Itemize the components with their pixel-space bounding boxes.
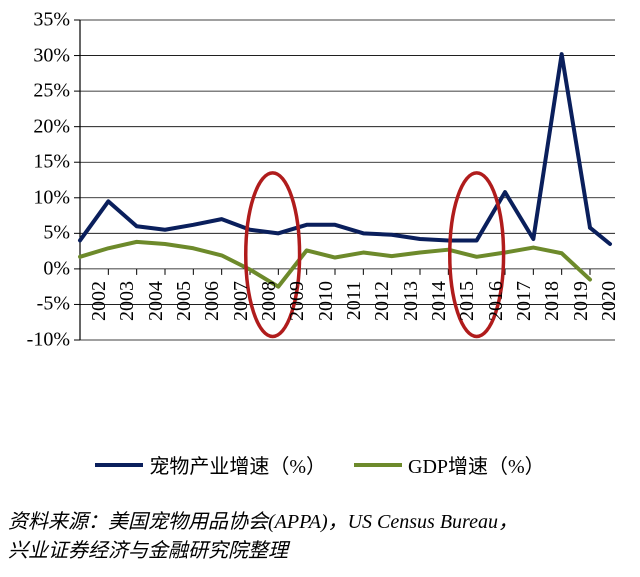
x-tick-label: 2005: [173, 281, 196, 341]
x-tick-label: 2017: [513, 281, 536, 341]
x-tick-label: 2018: [541, 281, 564, 341]
y-tick-label: 30%: [0, 44, 70, 67]
x-tick-label: 2007: [230, 281, 253, 341]
legend: 宠物产业增速（%） GDP增速（%）: [0, 450, 640, 479]
legend-label-pet: 宠物产业增速（%）: [149, 450, 326, 479]
y-tick-label: 15%: [0, 151, 70, 174]
legend-swatch-pet: [95, 463, 143, 467]
x-tick-label: 2016: [485, 281, 508, 341]
x-tick-label: 2012: [371, 281, 394, 341]
y-tick-label: 10%: [0, 186, 70, 209]
x-tick-label: 2019: [570, 281, 593, 341]
legend-item-gdp: GDP增速（%）: [354, 450, 545, 479]
y-tick-label: 20%: [0, 115, 70, 138]
y-tick-label: 5%: [0, 222, 70, 245]
y-tick-label: 0%: [0, 257, 70, 280]
legend-swatch-gdp: [354, 463, 402, 467]
x-tick-label: 2010: [315, 281, 338, 341]
x-tick-label: 2015: [456, 281, 479, 341]
x-tick-label: 2003: [116, 281, 139, 341]
source-line-2: 兴业证券经济与金融研究院整理: [8, 537, 632, 566]
y-tick-label: 35%: [0, 9, 70, 32]
x-tick-label: 2009: [286, 281, 309, 341]
x-tick-label: 2004: [145, 281, 168, 341]
x-tick-label: 2020: [598, 281, 621, 341]
x-tick-label: 2002: [88, 281, 111, 341]
y-tick-label: -5%: [0, 293, 70, 316]
legend-item-pet-industry: 宠物产业增速（%）: [95, 450, 326, 479]
legend-label-gdp: GDP增速（%）: [408, 450, 545, 479]
x-tick-label: 2014: [428, 281, 451, 341]
x-tick-label: 2008: [258, 281, 281, 341]
x-tick-label: 2013: [400, 281, 423, 341]
x-tick-label: 2011: [343, 281, 366, 341]
source-citation: 资料来源：美国宠物用品协会(APPA)，US Census Bureau， 兴业…: [8, 508, 632, 566]
y-tick-label: -10%: [0, 329, 70, 352]
chart-container: -10% -5% 0% 5% 10% 15% 20% 25% 30% 35% 20022003 200…: [0, 0, 640, 577]
line-chart: -10% -5% 0% 5% 10% 15% 20% 25% 30% 35% 20022003 200…: [0, 0, 640, 577]
source-line-1: 资料来源：美国宠物用品协会(APPA)，US Census Bureau，: [8, 508, 632, 537]
y-tick-label: 25%: [0, 80, 70, 103]
x-tick-label: 2006: [201, 281, 224, 341]
